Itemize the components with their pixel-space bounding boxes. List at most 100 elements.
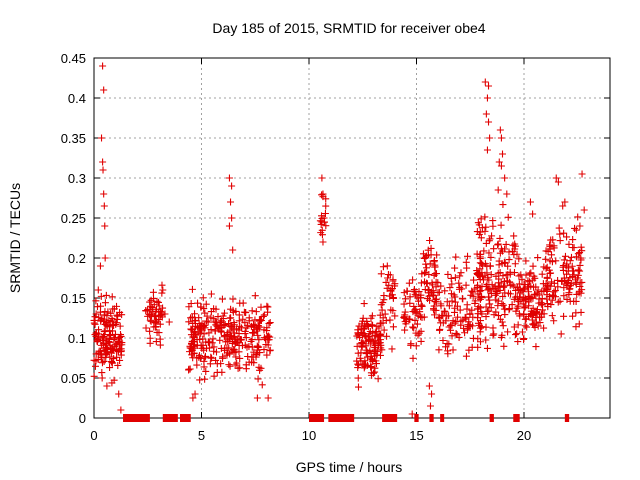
- data-point: [90, 319, 98, 327]
- data-point: [502, 271, 510, 279]
- data-point: [186, 365, 194, 373]
- data-point: [100, 316, 108, 324]
- data-point: [98, 334, 106, 342]
- data-point: [322, 195, 330, 203]
- data-point: [108, 359, 116, 367]
- data-point: [426, 402, 434, 410]
- data-point: [550, 279, 558, 287]
- data-point: [423, 280, 431, 288]
- data-point: [231, 333, 239, 341]
- data-point: [318, 174, 326, 182]
- data-point: [225, 222, 233, 230]
- data-point: [570, 271, 578, 279]
- data-point: [490, 330, 498, 338]
- zero-value-run: [564, 414, 570, 422]
- data-point: [486, 134, 494, 142]
- data-point: [185, 318, 193, 326]
- data-point: [500, 305, 508, 313]
- data-point: [374, 340, 382, 348]
- data-point: [523, 323, 531, 331]
- data-point: [575, 289, 583, 297]
- data-point: [492, 296, 500, 304]
- data-point: [406, 299, 414, 307]
- data-point: [187, 314, 195, 322]
- data-point: [483, 344, 491, 352]
- data-point: [94, 286, 102, 294]
- data-point: [474, 219, 482, 227]
- data-point: [415, 329, 423, 337]
- data-point: [518, 328, 526, 336]
- data-point: [248, 329, 256, 337]
- data-point: [189, 337, 197, 345]
- data-point: [369, 321, 377, 329]
- data-point: [247, 337, 255, 345]
- axis-ticks: 0 0.05 0.1 0.15 0.2 0.25 0.3 0.35 0.4 0.45 0 5 10 15 2…: [61, 51, 610, 443]
- data-point: [253, 394, 261, 402]
- data-point: [571, 224, 579, 232]
- data-point: [560, 284, 568, 292]
- data-point: [219, 353, 227, 361]
- data-point: [495, 312, 503, 320]
- data-point: [219, 312, 227, 320]
- data-point: [510, 269, 518, 277]
- data-point: [236, 322, 244, 330]
- data-point: [260, 311, 268, 319]
- data-point: [552, 174, 560, 182]
- data-point: [511, 260, 519, 268]
- data-point: [511, 242, 519, 250]
- data-point: [218, 295, 226, 303]
- data-point: [471, 297, 479, 305]
- data-point: [405, 315, 413, 323]
- data-point: [485, 82, 493, 90]
- data-point: [527, 269, 535, 277]
- data-point: [388, 345, 396, 353]
- data-point: [199, 323, 207, 331]
- data-point: [92, 310, 100, 318]
- data-point: [118, 341, 126, 349]
- data-point: [265, 336, 273, 344]
- data-point: [228, 214, 236, 222]
- data-point: [256, 317, 264, 325]
- data-point: [253, 350, 261, 358]
- data-point: [462, 315, 470, 323]
- data-point: [445, 323, 453, 331]
- data-point: [203, 317, 211, 325]
- data-point: [146, 316, 154, 324]
- data-point: [527, 294, 535, 302]
- data-point: [430, 306, 438, 314]
- chart-title: Day 185 of 2015, SRMTID for receiver obe…: [212, 20, 485, 36]
- data-point: [258, 381, 266, 389]
- data-point: [483, 94, 491, 102]
- data-point: [410, 287, 418, 295]
- data-point: [264, 303, 272, 311]
- data-point: [422, 252, 430, 260]
- data-point: [254, 322, 262, 330]
- data-point: [93, 303, 101, 311]
- data-point: [100, 357, 108, 365]
- data-point: [213, 360, 221, 368]
- data-point: [373, 322, 381, 330]
- data-point: [414, 294, 422, 302]
- data-point: [514, 321, 522, 329]
- data-point: [112, 340, 120, 348]
- data-point: [521, 303, 529, 311]
- data-point: [156, 308, 164, 316]
- data-point: [515, 310, 523, 318]
- data-point: [402, 295, 410, 303]
- data-point: [485, 118, 493, 126]
- data-point: [518, 276, 526, 284]
- data-point: [485, 296, 493, 304]
- data-point: [188, 345, 196, 353]
- data-point: [476, 288, 484, 296]
- data-point: [476, 338, 484, 346]
- data-point: [428, 390, 436, 398]
- data-point: [112, 320, 120, 328]
- data-point: [458, 285, 466, 293]
- data-point: [573, 274, 581, 282]
- data-point: [226, 362, 234, 370]
- data-point: [93, 337, 101, 345]
- data-point: [540, 310, 548, 318]
- data-point: [381, 310, 389, 318]
- data-point: [190, 340, 198, 348]
- data-point: [156, 341, 164, 349]
